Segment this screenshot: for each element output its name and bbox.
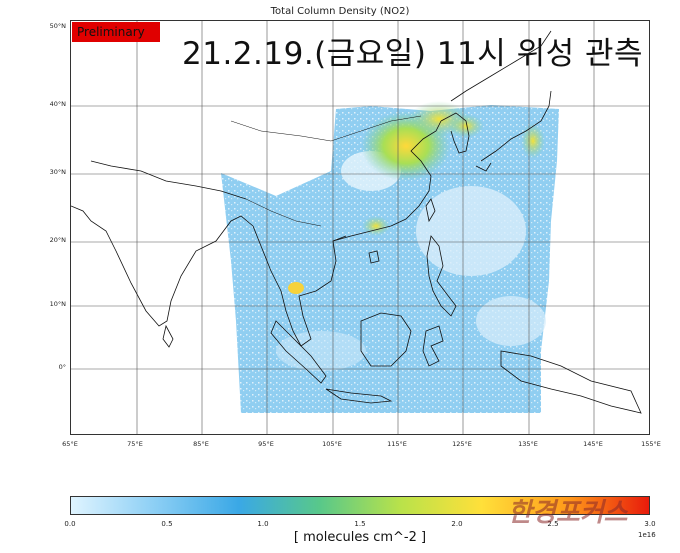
colorbar-tick: 0.5 xyxy=(161,520,173,528)
gridlines xyxy=(71,21,649,434)
lon-label: 85°E xyxy=(193,440,209,448)
lon-label: 115°E xyxy=(387,440,407,448)
observation-headline: 21.2.19.(금요일) 11시 위성 관측 xyxy=(182,36,644,72)
colorbar-tick: 1.0 xyxy=(257,520,269,528)
colorbar-tick: 2.0 xyxy=(451,520,463,528)
lat-label: 40°N xyxy=(49,100,66,108)
lon-label: 65°E xyxy=(62,440,78,448)
observation-swath xyxy=(221,101,559,413)
lat-label: 10°N xyxy=(49,300,66,308)
publisher-watermark: 한경포커스 xyxy=(508,498,628,528)
lat-label: 50°N xyxy=(49,22,66,30)
lon-label: 95°E xyxy=(258,440,274,448)
colorbar-exponent: 1e16 xyxy=(638,531,656,539)
satellite-map xyxy=(70,20,650,435)
lon-label: 125°E xyxy=(452,440,472,448)
lat-label: 20°N xyxy=(49,236,66,244)
lat-label: 0° xyxy=(58,363,66,371)
lon-label: 145°E xyxy=(583,440,603,448)
preliminary-stamp: Preliminary xyxy=(72,22,160,42)
lat-label: 30°N xyxy=(49,168,66,176)
lon-label: 105°E xyxy=(322,440,342,448)
colorbar-unit-label: [ molecules cm^-2 ] xyxy=(293,530,427,545)
colorbar xyxy=(70,496,650,515)
lon-label: 75°E xyxy=(127,440,143,448)
map-title: Total Column Density (NO2) xyxy=(270,6,410,17)
lon-label: 155°E xyxy=(641,440,661,448)
colorbar-tick: 0.0 xyxy=(64,520,76,528)
lon-label: 135°E xyxy=(518,440,538,448)
map-svg xyxy=(71,21,649,434)
colorbar-tick: 2.5 xyxy=(547,520,559,528)
coastlines xyxy=(71,30,642,414)
colorbar-tick: 1.5 xyxy=(354,520,366,528)
colorbar-tick: 3.0 xyxy=(644,520,656,528)
